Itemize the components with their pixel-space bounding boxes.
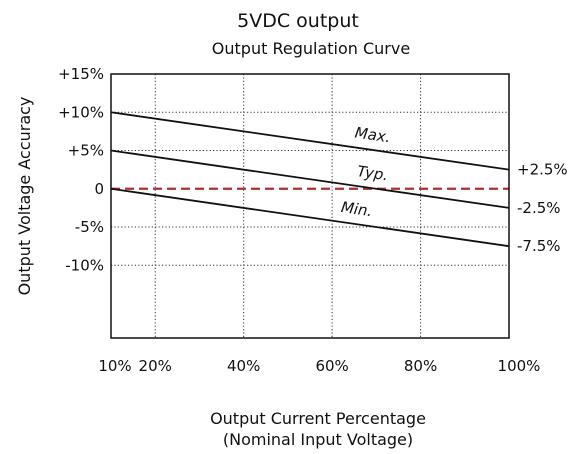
series-name-label: Min.	[340, 198, 374, 220]
series-line-min	[110, 187, 510, 248]
series-line-max	[110, 111, 510, 171]
series-name-label: Typ.	[356, 162, 389, 184]
y-axis-label: Output Voltage Accuracy	[15, 97, 34, 296]
x-axis-label: Output Current Percentage	[210, 409, 426, 428]
plot-frame	[110, 73, 510, 339]
series-name-label: Max.	[354, 123, 392, 146]
x-tick-label: 100%	[498, 357, 541, 375]
y-tick-label: -10%	[65, 256, 104, 274]
y-tick-label: 0	[94, 180, 104, 198]
x-axis-sublabel: (Nominal Input Voltage)	[223, 430, 413, 449]
series-end-labels: +2.5% -2.5% -7.5%	[517, 161, 568, 256]
series-end-label: -2.5%	[517, 199, 561, 217]
chart-subtitle: Output Regulation Curve	[212, 39, 410, 58]
x-tick-label: 10%	[98, 357, 131, 375]
y-tick-labels: +15% +10% +5% 0 -5% -10%	[58, 65, 104, 274]
x-tick-labels: 10% 20% 40% 60% 80% 100%	[98, 357, 540, 375]
y-tick-label: +5%	[68, 142, 104, 160]
chart-title: 5VDC output	[237, 10, 359, 32]
grid-lines	[111, 74, 509, 338]
series-lines	[110, 111, 510, 248]
x-tick-label: 20%	[139, 357, 172, 375]
y-tick-label: -5%	[75, 218, 104, 236]
y-tick-label: +10%	[58, 103, 104, 121]
y-tick-label: +15%	[58, 65, 104, 83]
series-end-label: -7.5%	[517, 237, 561, 255]
x-tick-label: 40%	[227, 357, 260, 375]
series-line-typ	[110, 149, 510, 209]
series-name-labels: Max. Typ. Min.	[340, 123, 392, 220]
series-end-label: +2.5%	[517, 161, 568, 179]
x-tick-label: 60%	[315, 357, 348, 375]
x-tick-label: 80%	[404, 357, 437, 375]
